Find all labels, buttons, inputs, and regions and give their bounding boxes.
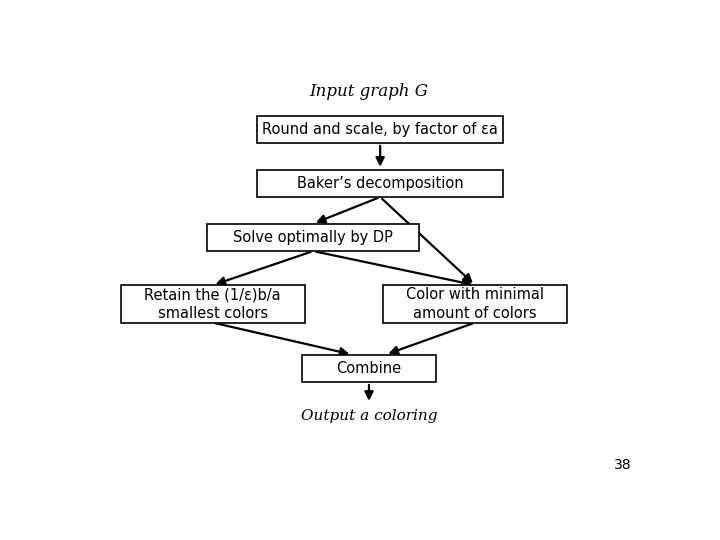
Text: 38: 38 (613, 458, 631, 472)
FancyBboxPatch shape (258, 170, 503, 197)
FancyBboxPatch shape (258, 116, 503, 143)
Text: Color with minimal
amount of colors: Color with minimal amount of colors (406, 287, 544, 321)
FancyBboxPatch shape (302, 355, 436, 382)
Text: Retain the (1/ε)b/a
smallest colors: Retain the (1/ε)b/a smallest colors (145, 287, 281, 321)
Text: Round and scale, by factor of εa: Round and scale, by factor of εa (262, 122, 498, 137)
Text: Combine: Combine (336, 361, 402, 376)
FancyBboxPatch shape (383, 285, 567, 322)
Text: Input graph G: Input graph G (310, 83, 428, 100)
Text: Solve optimally by DP: Solve optimally by DP (233, 230, 393, 245)
Text: Baker’s decomposition: Baker’s decomposition (297, 176, 464, 191)
FancyBboxPatch shape (207, 224, 419, 251)
Text: Output a coloring: Output a coloring (301, 409, 437, 423)
FancyBboxPatch shape (121, 285, 305, 322)
